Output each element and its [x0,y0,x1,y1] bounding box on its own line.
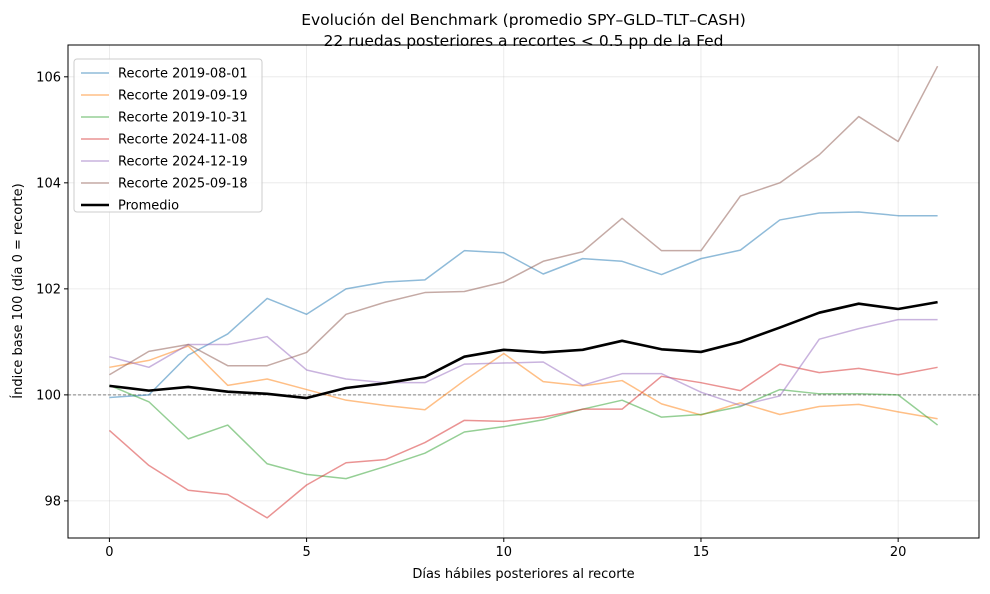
legend-items: Recorte 2019-08-01 Recorte 2019-09-19 Reco… [81,67,248,214]
x-tick-label: 5 [302,545,310,560]
legend-box [73,58,263,213]
series-line-0 [109,211,938,399]
legend-label: Promedio [118,199,179,214]
legend-label: Recorte 2024-11-08 [118,133,248,148]
plot-frame [67,44,980,539]
y-tick-label: 102 [36,282,61,297]
series-line-4 [109,318,938,407]
legend-label: Recorte 2019-10-31 [118,111,248,126]
x-axis-label: Días hábiles posteriores al recorte [412,567,634,582]
chart-subtitle: 22 ruedas posteriores a recortes < 0.5 p… [323,32,723,50]
legend: Recorte 2019-08-01 Recorte 2019-09-19 Reco… [73,58,263,214]
y-tick-label: 98 [44,494,61,509]
axis-layer: 0 5 10 15 20 98 100 102 104 106 [36,70,906,560]
series-layer [108,65,939,519]
x-tick-label: 0 [105,545,113,560]
x-tick-label: 20 [890,545,907,560]
series-line-1 [109,345,938,420]
x-tick-label: 10 [496,545,513,560]
legend-label: Recorte 2019-09-19 [118,89,248,104]
y-tick-label: 104 [36,176,61,191]
chart-title: Evolución del Benchmark (promedio SPY–GL… [301,11,746,29]
series-line-3 [108,363,938,519]
x-tick-label: 15 [693,545,710,560]
legend-label: Recorte 2025-09-18 [118,177,248,192]
series-line-5 [109,65,939,376]
series-line-2 [109,384,939,480]
legend-label: Recorte 2019-08-01 [118,67,248,82]
y-axis-label: Índice base 100 (día 0 = recorte) [10,183,26,398]
series-line-6 [109,300,938,400]
y-tick-label: 106 [36,70,61,85]
y-tick-label: 100 [36,388,61,403]
legend-label: Recorte 2024-12-19 [118,155,248,170]
